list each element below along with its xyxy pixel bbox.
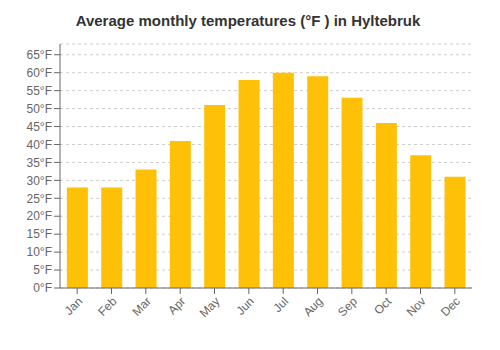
- svg-text:Feb: Feb: [95, 294, 120, 319]
- svg-text:15°F: 15°F: [27, 227, 52, 241]
- svg-text:60°F: 60°F: [27, 66, 52, 80]
- svg-text:50°F: 50°F: [27, 102, 52, 116]
- svg-text:25°F: 25°F: [27, 192, 52, 206]
- svg-text:45°F: 45°F: [27, 120, 52, 134]
- svg-text:May: May: [197, 294, 223, 320]
- svg-text:5°F: 5°F: [33, 263, 52, 277]
- html-text:Average monthly temperatures (: Average monthly temperatures (°F ) in Hy…: [75, 12, 421, 29]
- svg-text:Aug: Aug: [301, 294, 326, 319]
- svg-text:Jan: Jan: [62, 294, 86, 318]
- svg-text:55°F: 55°F: [27, 84, 52, 98]
- svg-text:Oct: Oct: [371, 294, 395, 318]
- svg-text:20°F: 20°F: [27, 209, 52, 223]
- svg-text:Jul: Jul: [271, 294, 292, 315]
- svg-text:Mar: Mar: [129, 294, 154, 319]
- svg-text:Jun: Jun: [233, 294, 257, 318]
- svg-text:Nov: Nov: [404, 294, 429, 319]
- svg-text:0°F: 0°F: [33, 281, 52, 295]
- svg-text:Sep: Sep: [335, 294, 360, 319]
- svg-text:Apr: Apr: [165, 294, 188, 317]
- svg-text:30°F: 30°F: [27, 174, 52, 188]
- svg-text:10°F: 10°F: [27, 245, 52, 259]
- svg-text:40°F: 40°F: [27, 138, 52, 152]
- svg-text:35°F: 35°F: [27, 156, 52, 170]
- svg-text:Dec: Dec: [438, 294, 463, 319]
- svg-text:65°F: 65°F: [27, 48, 52, 62]
